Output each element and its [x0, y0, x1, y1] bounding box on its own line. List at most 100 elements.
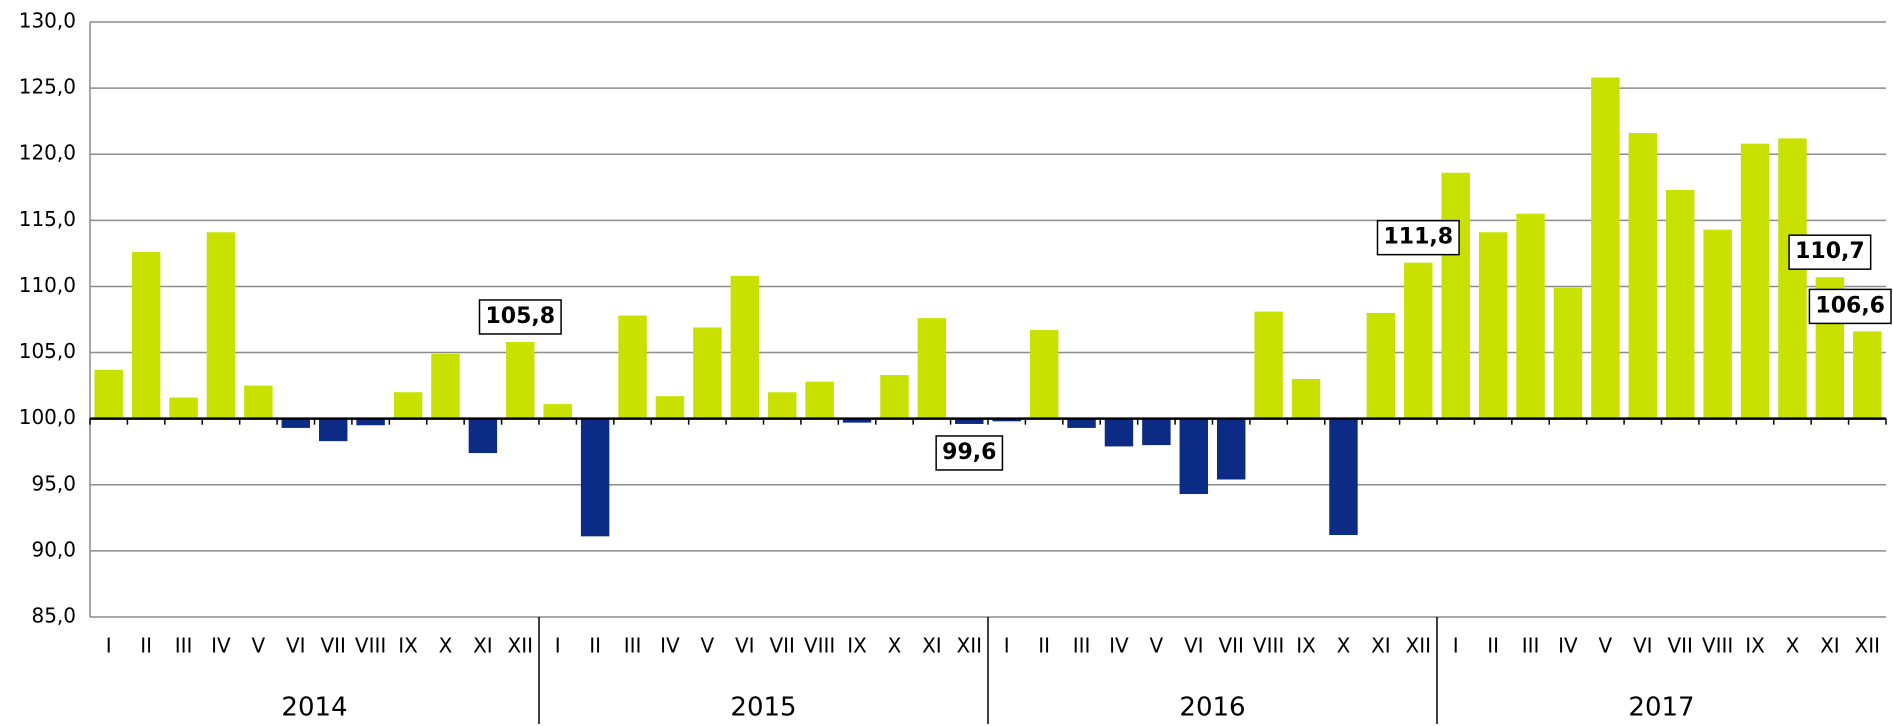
bar [1291, 379, 1321, 419]
y-tick-label: 100,0 [19, 405, 76, 429]
bar [1329, 418, 1358, 536]
value-label: 106,6 [1815, 293, 1885, 318]
bar [1740, 143, 1770, 419]
x-tick-label: I [555, 634, 561, 658]
bar [693, 327, 722, 419]
x-tick-label: IX [847, 634, 867, 658]
bar [1179, 418, 1209, 495]
x-tick-label: V [252, 634, 266, 658]
x-tick-label: VII [320, 634, 345, 658]
x-tick-label: V [1599, 634, 1613, 658]
x-tick-label: VII [769, 634, 794, 658]
bar [917, 318, 947, 419]
bar [1067, 418, 1096, 428]
year-label: 2014 [281, 693, 347, 723]
bar [431, 353, 460, 419]
x-tick-label: X [1786, 634, 1800, 658]
bar [1853, 331, 1882, 419]
x-tick-label: VIII [804, 634, 835, 658]
label-box [478, 299, 562, 335]
value-label-box: 106,6 [1808, 288, 1892, 325]
bar [1665, 189, 1695, 419]
bar [281, 418, 311, 428]
x-tick-label: II [589, 634, 601, 658]
x-tick-label: VIII [1702, 634, 1733, 658]
x-tick-label: II [1038, 634, 1050, 658]
x-tick-label: IV [211, 634, 231, 658]
year-label: 2017 [1628, 693, 1694, 723]
bar [1254, 311, 1283, 419]
x-tick-label: I [1453, 634, 1459, 658]
label-box [1376, 219, 1460, 256]
x-tick-label: VIII [355, 634, 386, 658]
bar [1516, 213, 1545, 419]
bar [1478, 232, 1508, 419]
bar [356, 418, 385, 426]
year-label: 2016 [1179, 693, 1245, 723]
y-tick-label: 110,0 [19, 273, 76, 297]
y-tick-label: 105,0 [19, 339, 76, 363]
x-tick-label: II [140, 634, 152, 658]
value-label-box: 111,8 [1376, 219, 1460, 256]
bar [506, 341, 535, 419]
x-tick-label: IX [398, 634, 418, 658]
x-tick-label: VI [1633, 634, 1653, 658]
x-tick-label: V [701, 634, 715, 658]
bar [1404, 262, 1433, 419]
bar [1441, 172, 1470, 419]
y-tick-label: 125,0 [19, 75, 76, 99]
bar [618, 315, 647, 419]
bar [955, 418, 984, 424]
x-tick-label: III [624, 634, 642, 658]
x-tick-label: III [175, 634, 193, 658]
bar [1553, 287, 1583, 419]
x-tick-label: VI [1184, 634, 1204, 658]
x-tick-label: IX [1745, 634, 1765, 658]
y-tick-label: 90,0 [31, 537, 76, 561]
x-tick-label: XII [1406, 634, 1432, 658]
value-label: 105,8 [485, 304, 555, 329]
bar [1104, 418, 1134, 447]
x-tick-label: V [1150, 634, 1164, 658]
bar [1778, 138, 1807, 419]
x-tick-label: XI [1371, 634, 1391, 658]
bar [543, 404, 572, 419]
x-tick-label: II [1487, 634, 1499, 658]
x-tick-label: VI [286, 634, 306, 658]
x-tick-label: IX [1296, 634, 1316, 658]
label-box [1788, 234, 1872, 270]
bar [1591, 77, 1620, 419]
bar [730, 275, 760, 419]
value-label-box: 105,8 [478, 299, 562, 335]
x-tick-label: X [888, 634, 902, 658]
x-tick-label: I [1004, 634, 1010, 658]
value-label: 110,7 [1795, 239, 1865, 264]
x-tick-label: X [439, 634, 453, 658]
bar [1628, 133, 1658, 419]
label-box [935, 435, 1004, 471]
x-tick-label: VII [1667, 634, 1692, 658]
x-tick-label: III [1522, 634, 1540, 658]
bar [880, 375, 909, 419]
bar [169, 397, 198, 419]
y-tick-label: 85,0 [31, 604, 76, 628]
x-tick-label: XI [1820, 634, 1840, 658]
y-tick-label: 95,0 [31, 471, 76, 495]
bar [1216, 418, 1246, 480]
y-tick-label: 130,0 [19, 9, 76, 33]
bar [767, 392, 797, 419]
bar [1029, 330, 1059, 419]
x-tick-label: VIII [1253, 634, 1284, 658]
x-tick-label: III [1073, 634, 1091, 658]
x-tick-label: VI [735, 634, 755, 658]
bar [393, 392, 423, 419]
year-label: 2015 [730, 693, 796, 723]
x-tick-label: XI [473, 634, 493, 658]
bar [992, 418, 1021, 422]
bar [655, 396, 685, 419]
bar [1366, 312, 1396, 419]
bar [842, 418, 872, 423]
x-tick-label: VII [1218, 634, 1243, 658]
label-box [1808, 288, 1892, 325]
